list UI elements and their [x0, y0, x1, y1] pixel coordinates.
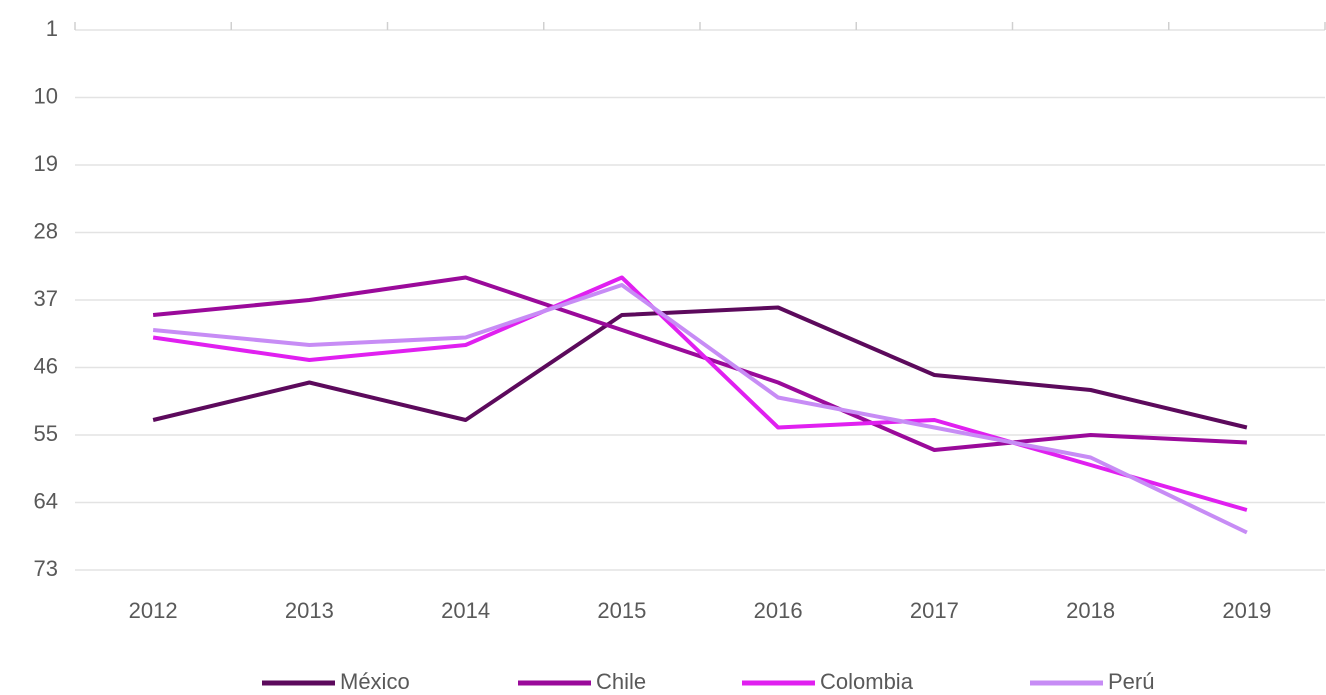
- series-line: [152, 275, 1247, 452]
- y-tick-label: 10: [34, 83, 58, 108]
- y-tick-label: 73: [34, 556, 58, 581]
- y-tick-label: 1: [46, 16, 58, 41]
- x-tick-label: 2018: [1066, 598, 1115, 623]
- x-tick-label: 2014: [441, 598, 490, 623]
- x-tick-label: 2012: [129, 598, 178, 623]
- x-tick-label: 2013: [285, 598, 334, 623]
- y-tick-label: 19: [34, 151, 58, 176]
- y-tick-label: 37: [34, 286, 58, 311]
- series-line: [152, 305, 1248, 430]
- legend-label: México: [340, 669, 410, 694]
- legend-label: Colombia: [820, 669, 914, 694]
- x-tick-label: 2016: [754, 598, 803, 623]
- series-line: [152, 275, 1248, 512]
- series-line: [152, 283, 1248, 535]
- y-tick-label: 55: [34, 421, 58, 446]
- x-tick-label: 2017: [910, 598, 959, 623]
- legend-label: Perú: [1108, 669, 1154, 694]
- x-tick-label: 2015: [597, 598, 646, 623]
- legend-label: Chile: [596, 669, 646, 694]
- y-tick-label: 28: [34, 218, 58, 243]
- y-tick-label: 46: [34, 353, 58, 378]
- y-tick-label: 64: [34, 488, 58, 513]
- x-tick-label: 2019: [1222, 598, 1271, 623]
